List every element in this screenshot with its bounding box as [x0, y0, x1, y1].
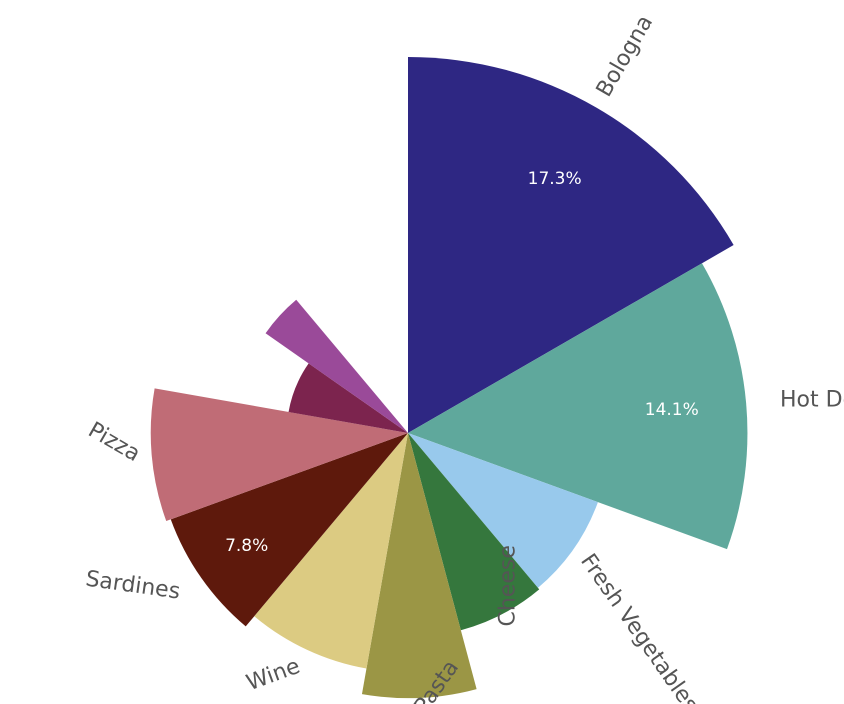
slices	[150, 57, 748, 699]
data-label-sardines: 7.8%	[225, 536, 268, 556]
label-cheese: Cheese	[496, 545, 521, 626]
label-wine: Wine	[243, 654, 303, 696]
slice-segment-8[interactable]	[288, 363, 408, 433]
data-label-bologna: 17.3%	[528, 169, 582, 189]
data-label-hot-dogs: 14.1%	[645, 400, 699, 420]
slice-pizza[interactable]	[150, 388, 409, 521]
slice-hot-dogs[interactable]	[408, 263, 748, 550]
data-labels: 17.3% 14.1% 7.8%	[225, 169, 699, 556]
label-bologna: Bologna	[592, 11, 658, 101]
label-pizza: Pizza	[84, 418, 145, 467]
label-fresh-vegetables: Fresh Vegetables	[575, 550, 703, 704]
slice-segment-9[interactable]	[265, 299, 408, 433]
slice-fresh-vegetables[interactable]	[408, 433, 598, 588]
label-sardines: Sardines	[84, 567, 182, 605]
label-hot-dogs: Hot Dogs	[780, 387, 844, 412]
slice-sardines[interactable]	[170, 433, 408, 627]
slice-cheese[interactable]	[408, 433, 540, 631]
slice-wine[interactable]	[254, 433, 408, 669]
slice-pasta[interactable]	[361, 433, 477, 699]
slice-bologna[interactable]	[408, 57, 734, 433]
